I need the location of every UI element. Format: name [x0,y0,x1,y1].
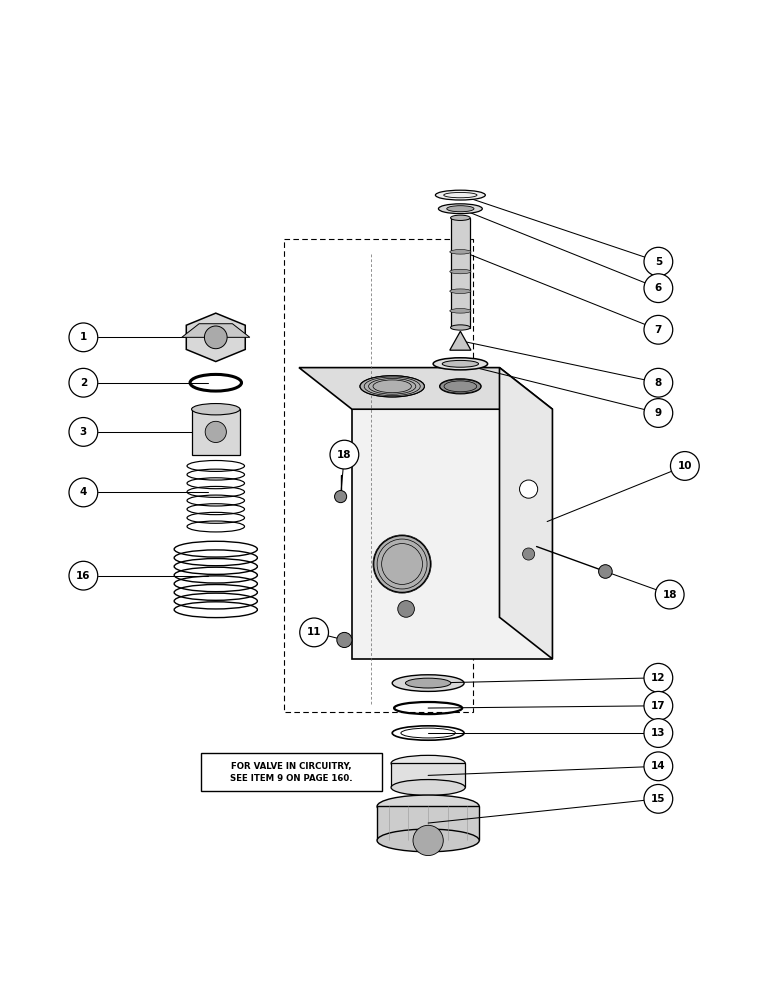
Text: 18: 18 [337,450,351,460]
Ellipse shape [374,536,431,592]
Text: 10: 10 [678,461,692,471]
Circle shape [670,452,699,480]
Circle shape [69,323,98,352]
Text: 12: 12 [651,673,665,683]
Circle shape [69,368,98,397]
Ellipse shape [191,404,240,415]
Ellipse shape [405,678,451,688]
Text: 11: 11 [307,627,321,637]
Polygon shape [451,218,470,328]
Circle shape [300,618,329,647]
Circle shape [330,440,359,469]
Text: 14: 14 [651,761,665,771]
Ellipse shape [433,358,488,370]
Ellipse shape [435,190,486,200]
Text: SEE ITEM 9 ON PAGE 160.: SEE ITEM 9 ON PAGE 160. [230,774,353,783]
Ellipse shape [450,289,471,293]
Ellipse shape [439,379,481,394]
Polygon shape [181,324,250,337]
Circle shape [69,478,98,507]
Circle shape [644,784,672,813]
Polygon shape [191,409,240,455]
Circle shape [644,274,672,303]
Circle shape [337,632,352,648]
Text: 9: 9 [655,408,662,418]
Ellipse shape [442,360,479,367]
Text: 5: 5 [655,257,662,267]
Text: 16: 16 [76,571,90,581]
Ellipse shape [451,215,470,220]
Text: 7: 7 [655,325,662,335]
Ellipse shape [391,755,466,771]
Ellipse shape [377,795,479,818]
Circle shape [205,326,227,349]
Text: 15: 15 [651,794,665,804]
Circle shape [644,691,672,720]
Circle shape [334,491,347,503]
Text: 4: 4 [80,487,87,497]
Circle shape [644,752,672,781]
Ellipse shape [377,829,479,852]
Circle shape [644,315,672,344]
Polygon shape [378,806,479,840]
Polygon shape [299,368,553,409]
Text: 1: 1 [80,332,87,342]
Text: 17: 17 [651,701,665,711]
Circle shape [598,565,612,578]
Circle shape [644,663,672,692]
Bar [201,753,382,791]
Polygon shape [450,331,471,350]
Polygon shape [352,409,553,659]
Polygon shape [391,763,466,787]
Ellipse shape [450,250,471,254]
Circle shape [523,548,535,560]
Text: FOR VALVE IN CIRCUITRY,: FOR VALVE IN CIRCUITRY, [231,762,352,771]
Circle shape [69,561,98,590]
Text: 3: 3 [80,427,87,437]
Ellipse shape [392,675,464,691]
Ellipse shape [451,325,470,330]
Ellipse shape [447,206,474,212]
Circle shape [398,601,415,617]
Ellipse shape [360,376,425,397]
Circle shape [69,418,98,446]
Circle shape [205,421,226,443]
Polygon shape [186,313,245,362]
Circle shape [655,580,684,609]
Ellipse shape [450,309,471,313]
Text: 18: 18 [662,590,677,600]
Bar [284,239,473,712]
Text: 13: 13 [651,728,665,738]
Text: 8: 8 [655,378,662,388]
Text: 6: 6 [655,283,662,293]
Circle shape [644,399,672,427]
Circle shape [520,480,537,498]
Ellipse shape [438,204,482,214]
Ellipse shape [391,780,466,795]
Text: 2: 2 [80,378,87,388]
Circle shape [644,368,672,397]
Polygon shape [499,368,553,659]
Circle shape [644,719,672,747]
Ellipse shape [450,269,471,274]
Circle shape [413,825,443,856]
Circle shape [644,247,672,276]
